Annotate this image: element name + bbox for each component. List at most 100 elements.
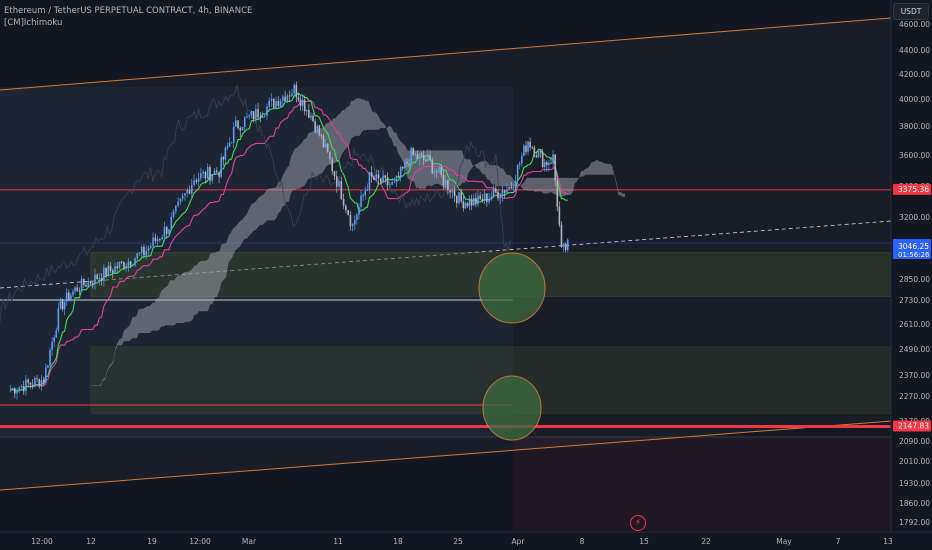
candle[interactable] bbox=[42, 376, 45, 386]
candle[interactable] bbox=[36, 374, 38, 383]
candle[interactable] bbox=[228, 137, 231, 148]
candle[interactable] bbox=[70, 292, 72, 302]
candle[interactable] bbox=[31, 378, 34, 390]
candle[interactable] bbox=[527, 140, 529, 156]
candle[interactable] bbox=[211, 174, 214, 184]
candle[interactable] bbox=[100, 273, 103, 286]
candle[interactable] bbox=[172, 208, 175, 219]
candle[interactable] bbox=[447, 179, 449, 195]
candle[interactable] bbox=[61, 298, 64, 312]
candle[interactable] bbox=[364, 186, 367, 200]
candle[interactable] bbox=[503, 190, 506, 198]
candle[interactable] bbox=[329, 151, 331, 164]
candle[interactable] bbox=[475, 192, 477, 208]
candle[interactable] bbox=[546, 160, 548, 172]
candle[interactable] bbox=[418, 152, 421, 166]
candle[interactable] bbox=[149, 243, 152, 250]
candle[interactable] bbox=[404, 158, 406, 175]
candle[interactable] bbox=[232, 122, 235, 149]
candle[interactable] bbox=[548, 159, 550, 172]
candle[interactable] bbox=[188, 185, 191, 195]
candle[interactable] bbox=[554, 154, 556, 187]
candle[interactable] bbox=[373, 174, 375, 181]
dashed-trendline[interactable] bbox=[0, 220, 892, 289]
candle[interactable] bbox=[384, 174, 387, 183]
candle[interactable] bbox=[303, 95, 306, 116]
candle[interactable] bbox=[38, 378, 41, 389]
candle[interactable] bbox=[204, 170, 207, 184]
candle[interactable] bbox=[268, 97, 270, 112]
candle[interactable] bbox=[340, 177, 343, 201]
candle[interactable] bbox=[462, 195, 465, 212]
price-label[interactable]: 3375.36 bbox=[893, 183, 931, 195]
channel-lower-line[interactable] bbox=[0, 420, 892, 491]
candle[interactable] bbox=[154, 233, 157, 244]
channel-upper-line[interactable] bbox=[0, 17, 892, 91]
candle[interactable] bbox=[218, 172, 220, 184]
candle[interactable] bbox=[424, 158, 427, 163]
candle[interactable] bbox=[68, 289, 70, 302]
candle[interactable] bbox=[91, 280, 94, 289]
candle[interactable] bbox=[368, 171, 371, 194]
candle[interactable] bbox=[310, 112, 312, 121]
candle[interactable] bbox=[252, 110, 255, 123]
candle[interactable] bbox=[481, 193, 484, 203]
candle[interactable] bbox=[541, 148, 544, 169]
candle[interactable] bbox=[186, 187, 189, 198]
candle[interactable] bbox=[416, 150, 419, 160]
candle[interactable] bbox=[136, 252, 139, 261]
candle[interactable] bbox=[193, 174, 195, 187]
candle[interactable] bbox=[345, 204, 347, 214]
candle[interactable] bbox=[483, 189, 486, 205]
candle[interactable] bbox=[427, 149, 429, 162]
candle[interactable] bbox=[523, 143, 525, 157]
candle[interactable] bbox=[342, 193, 345, 209]
candle[interactable] bbox=[444, 174, 447, 190]
candle[interactable] bbox=[89, 280, 92, 285]
candle[interactable] bbox=[270, 93, 273, 107]
candle[interactable] bbox=[412, 147, 415, 157]
candle[interactable] bbox=[422, 150, 425, 166]
candle[interactable] bbox=[349, 211, 352, 231]
candle[interactable] bbox=[537, 150, 540, 159]
candle[interactable] bbox=[397, 171, 400, 178]
candle[interactable] bbox=[410, 146, 412, 167]
indicator-label[interactable]: [CM]Ichimoku bbox=[4, 18, 63, 28]
candle[interactable] bbox=[497, 189, 499, 201]
candle[interactable] bbox=[156, 235, 159, 247]
candle[interactable] bbox=[435, 168, 438, 179]
candle[interactable] bbox=[275, 96, 277, 110]
target-circle-lower[interactable] bbox=[482, 375, 542, 441]
candle[interactable] bbox=[179, 198, 182, 205]
target-circles[interactable] bbox=[478, 252, 546, 441]
candle[interactable] bbox=[382, 170, 384, 184]
candle[interactable] bbox=[22, 380, 25, 395]
candle[interactable] bbox=[195, 178, 198, 185]
candle[interactable] bbox=[197, 172, 200, 187]
candle[interactable] bbox=[27, 377, 29, 387]
candle[interactable] bbox=[109, 261, 112, 273]
candle[interactable] bbox=[408, 158, 410, 168]
candle[interactable] bbox=[529, 137, 531, 151]
candle[interactable] bbox=[49, 347, 51, 372]
candle[interactable] bbox=[291, 88, 293, 98]
candle[interactable] bbox=[107, 261, 110, 277]
candle[interactable] bbox=[455, 194, 458, 208]
candle[interactable] bbox=[492, 184, 495, 199]
candle[interactable] bbox=[449, 188, 451, 199]
candle[interactable] bbox=[11, 387, 14, 392]
candle[interactable] bbox=[514, 174, 517, 193]
candle[interactable] bbox=[512, 184, 515, 191]
candle[interactable] bbox=[134, 257, 136, 268]
candle[interactable] bbox=[261, 111, 264, 119]
candle[interactable] bbox=[477, 190, 479, 207]
candle[interactable] bbox=[57, 302, 60, 333]
candle[interactable] bbox=[147, 245, 150, 256]
candle[interactable] bbox=[520, 152, 523, 167]
candle[interactable] bbox=[301, 94, 304, 111]
candle[interactable] bbox=[216, 167, 218, 174]
candle[interactable] bbox=[9, 385, 12, 393]
candle[interactable] bbox=[299, 95, 302, 111]
